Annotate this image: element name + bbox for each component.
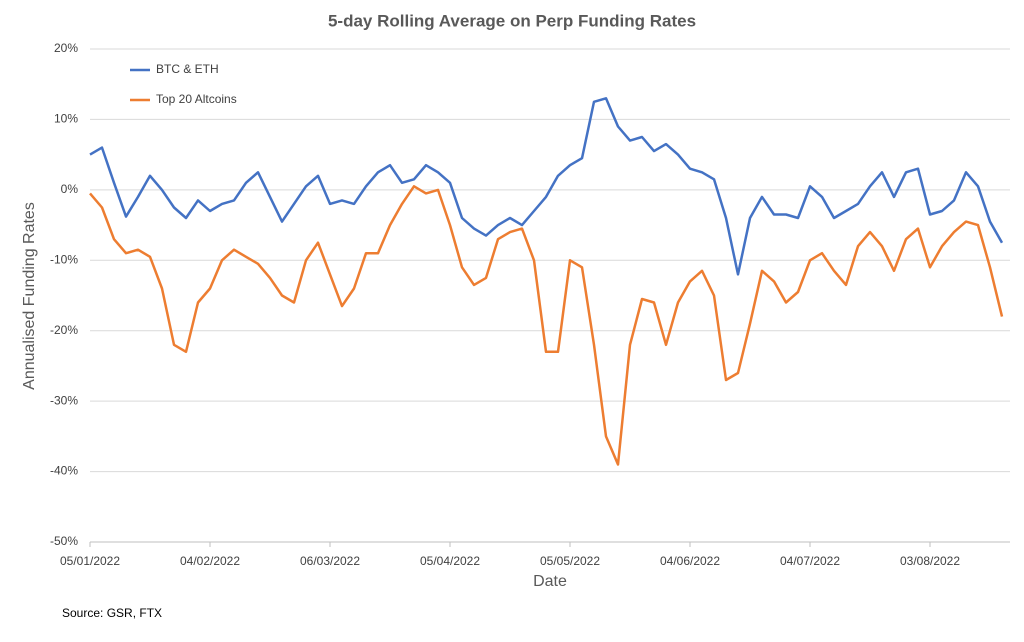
x-tick-label: 06/03/2022 [300,554,360,568]
y-tick-label: -30% [50,393,78,407]
series-line [89,97,1004,276]
source-note: Source: GSR, FTX [62,606,162,620]
x-tick-label: 03/08/2022 [900,554,960,568]
y-tick-label: 20% [54,41,78,55]
x-tick-label: 04/02/2022 [180,554,240,568]
chart-title: 5-day Rolling Average on Perp Funding Ra… [328,11,696,30]
y-tick-label: -10% [50,252,78,266]
series-line [89,185,1004,466]
y-tick-label: -50% [50,534,78,548]
y-tick-label: 0% [61,182,79,196]
y-tick-label: -40% [50,464,78,478]
legend-label: BTC & ETH [156,62,219,76]
y-tick-label: 10% [54,112,78,126]
x-tick-label: 05/05/2022 [540,554,600,568]
y-axis-label: Annualised Funding Rates [21,202,38,390]
x-tick-label: 05/01/2022 [60,554,120,568]
x-tick-label: 04/07/2022 [780,554,840,568]
x-tick-label: 04/06/2022 [660,554,720,568]
x-tick-label: 05/04/2022 [420,554,480,568]
x-axis-label: Date [533,573,567,590]
y-tick-label: -20% [50,323,78,337]
legend-label: Top 20 Altcoins [156,92,237,106]
